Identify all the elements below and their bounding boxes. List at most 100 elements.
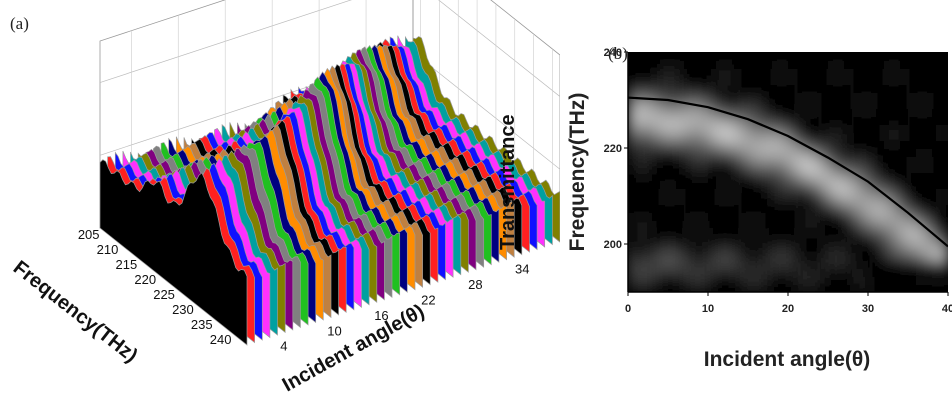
heatmap-cell <box>732 148 741 157</box>
heatmap-cell <box>860 220 869 229</box>
heatmap-cell <box>716 116 725 125</box>
heatmap-cell <box>668 52 677 61</box>
heatmap-cell <box>828 284 837 292</box>
heatmap-cell <box>748 252 757 261</box>
heatmap-cell <box>684 124 693 133</box>
heatmap-cell <box>892 132 901 141</box>
heatmap-chart: 0 10 20 30 40 200 220 240 Incident angle(θ) Frequ… <box>566 47 952 371</box>
heatmap-cell <box>684 76 693 85</box>
heatmap-cell <box>700 52 709 61</box>
heatmap-cell <box>884 148 893 157</box>
heatmap-cell <box>708 196 717 205</box>
heatmap-cell <box>772 244 781 253</box>
heatmap-cell <box>940 164 948 173</box>
heatmap-cell <box>732 180 741 189</box>
heatmap-cell <box>916 196 925 205</box>
heatmap-cell <box>716 172 725 181</box>
heatmap-cell <box>732 252 741 261</box>
heatmap-cell <box>788 276 797 285</box>
heatmap-cell <box>708 220 717 229</box>
heatmap-cell <box>740 188 749 197</box>
waterfall-slice <box>99 159 248 346</box>
heatmap-cell <box>908 84 917 93</box>
heatmap-cell <box>628 244 637 253</box>
heatmap-cell <box>628 284 637 292</box>
heatmap-cell <box>700 132 709 141</box>
heatmap-cell <box>916 252 925 261</box>
heatmap-cell <box>860 196 869 205</box>
heatmap-cell <box>700 236 709 245</box>
heatmap-cell <box>708 52 717 61</box>
heatmap-cell <box>804 284 813 292</box>
heatmap-cell <box>652 68 661 77</box>
x-axis-title: Incident angle(θ) <box>704 348 871 371</box>
heatmap-cell <box>668 188 677 197</box>
heatmap-cell <box>708 260 717 269</box>
heatmap-cell <box>932 132 941 141</box>
heatmap-cell <box>668 84 677 93</box>
heatmap-cell <box>916 236 925 245</box>
heatmap-cell <box>764 228 773 237</box>
heatmap-cell <box>740 260 749 269</box>
heatmap-cell <box>812 268 821 277</box>
heatmap-cell <box>852 204 861 213</box>
heatmap-cell <box>908 108 917 117</box>
heatmap-cell <box>692 268 701 277</box>
heatmap-cell <box>932 76 941 85</box>
heatmap-cell <box>916 100 925 109</box>
heatmap-cell <box>644 212 653 221</box>
heatmap-cell <box>932 92 941 101</box>
heatmap-cell <box>788 68 797 77</box>
heatmap-cell <box>868 92 877 101</box>
heatmap-cell <box>828 52 837 61</box>
heatmap-cell <box>820 76 829 85</box>
heatmap-cell <box>668 268 677 277</box>
heatmap-cell <box>828 164 837 173</box>
heatmap-cell <box>812 196 821 205</box>
heatmap-cell <box>644 276 653 285</box>
heatmap-cell <box>676 244 685 253</box>
heatmap-cell <box>876 220 885 229</box>
heatmap-cell <box>708 284 717 292</box>
heatmap-cell <box>676 268 685 277</box>
heatmap-cell <box>804 180 813 189</box>
heatmap-cell <box>740 212 749 221</box>
x-tick-label: 225 <box>153 287 175 302</box>
heatmap-cell <box>740 252 749 261</box>
heatmap-cell <box>916 180 925 189</box>
heatmap-cell <box>908 172 917 181</box>
heatmap-cell <box>844 52 853 61</box>
heatmap-cell <box>772 172 781 181</box>
heatmap-cell <box>700 260 709 269</box>
heatmap-cell <box>804 100 813 109</box>
heatmap-cell <box>668 76 677 85</box>
heatmap-cell <box>844 124 853 133</box>
heatmap-cell <box>732 68 741 77</box>
heatmap-cell <box>796 244 805 253</box>
heatmap-cell <box>852 252 861 261</box>
heatmap-cell <box>708 268 717 277</box>
heatmap-cell <box>940 180 948 189</box>
heatmap-cell <box>860 124 869 133</box>
heatmap-cell <box>812 284 821 292</box>
heatmap-cell <box>804 260 813 269</box>
heatmap-cell <box>796 284 805 292</box>
heatmap-cell <box>628 52 637 61</box>
heatmap-cell <box>900 172 909 181</box>
heatmap-cell <box>940 84 948 93</box>
heatmap-cell <box>852 116 861 125</box>
heatmap-cell <box>748 204 757 213</box>
heatmap-cell <box>708 172 717 181</box>
heatmap-cell <box>844 140 853 149</box>
heatmap-cell <box>940 228 948 237</box>
heatmap-cell <box>628 100 637 109</box>
heatmap-cell <box>668 108 677 117</box>
heatmap-cell <box>756 228 765 237</box>
heatmap-cell <box>628 204 637 213</box>
heatmap-cell <box>852 52 861 61</box>
heatmap-cell <box>724 284 733 292</box>
heatmap-cell <box>796 204 805 213</box>
heatmap-cell <box>756 76 765 85</box>
heatmap-cell <box>932 108 941 117</box>
heatmap-cell <box>740 204 749 213</box>
